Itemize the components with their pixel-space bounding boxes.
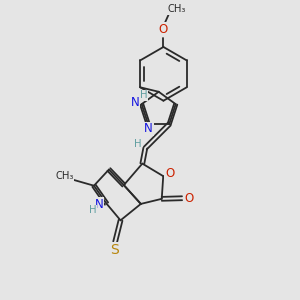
- Text: H: H: [89, 205, 97, 215]
- Text: N: N: [131, 97, 140, 110]
- Text: H: H: [140, 90, 148, 100]
- Text: O: O: [184, 192, 193, 205]
- Text: CH₃: CH₃: [56, 170, 74, 181]
- Text: N: N: [95, 198, 104, 211]
- Text: O: O: [159, 23, 168, 36]
- Text: H: H: [134, 139, 141, 149]
- Text: CH₃: CH₃: [168, 4, 186, 14]
- Text: N: N: [144, 122, 153, 136]
- Text: O: O: [165, 167, 174, 180]
- Text: S: S: [110, 243, 119, 257]
